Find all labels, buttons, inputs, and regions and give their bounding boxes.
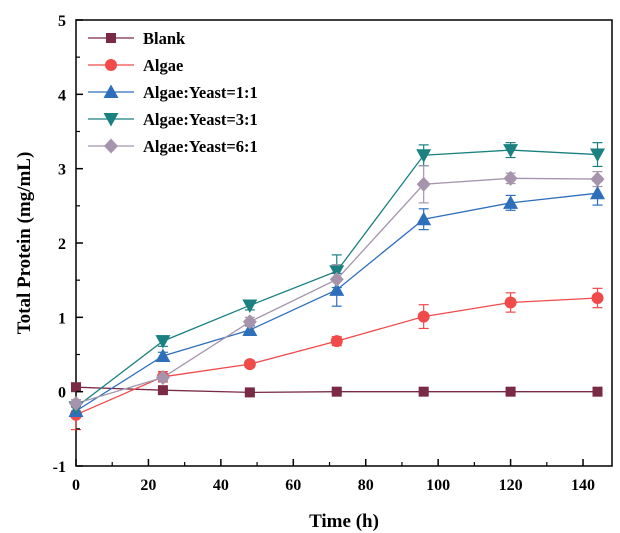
legend-label: Algae:Yeast=1:1	[143, 83, 258, 102]
data-point	[242, 299, 258, 313]
y-tick-label: -1	[53, 459, 66, 476]
x-tick-label: 80	[358, 477, 374, 494]
data-point	[71, 382, 81, 393]
data-point	[157, 385, 168, 396]
legend: Blank Algae Algae:Yeast=1:1 Algae:Yeast=3:1…	[88, 29, 258, 156]
data-point	[505, 386, 516, 397]
y-tick-label: 5	[58, 13, 66, 30]
data-point	[503, 195, 519, 209]
data-point	[155, 348, 171, 362]
data-point	[155, 335, 171, 349]
data-point	[331, 386, 342, 397]
x-tick-label: 40	[213, 477, 229, 494]
legend-marker	[103, 84, 119, 98]
data-point	[503, 170, 518, 186]
data-point	[590, 185, 606, 200]
data-point	[329, 282, 345, 296]
data-point	[416, 211, 432, 226]
data-point	[503, 144, 519, 158]
data-point	[504, 296, 517, 309]
y-tick-label: 3	[58, 162, 66, 179]
legend-label: Algae:Yeast=3:1	[143, 110, 258, 129]
data-point	[590, 171, 605, 187]
data-point	[155, 370, 170, 386]
data-point	[418, 386, 429, 397]
legend-label: Algae:Yeast=6:1	[143, 137, 258, 156]
legend-marker	[106, 33, 116, 43]
y-tick-label: 0	[58, 385, 66, 402]
data-point	[591, 292, 604, 305]
series-line-1	[75, 297, 598, 416]
data-point	[243, 358, 256, 371]
x-tick-label: 60	[285, 477, 301, 494]
y-axis-title: Total Protein (mg/mL)	[14, 152, 35, 335]
legend-marker	[105, 59, 117, 71]
data-point	[416, 149, 432, 163]
data-point	[592, 386, 603, 397]
data-point	[417, 310, 430, 323]
data-point	[416, 176, 431, 192]
legend-label: Algae	[143, 56, 183, 75]
legend-marker	[103, 113, 119, 127]
x-axis-title: Time (h)	[309, 511, 379, 532]
x-tick-label: 100	[426, 477, 450, 494]
x-tick-label: 120	[499, 477, 523, 494]
x-tick-label: 20	[140, 477, 156, 494]
axes: 0 20 40 60 80 100 120 140 -1 0 1 2 3 4 5	[53, 13, 595, 494]
data-point	[330, 335, 343, 348]
data-point	[69, 396, 83, 412]
y-tick-label: 1	[58, 310, 66, 327]
x-tick-label: 0	[72, 477, 80, 494]
x-tick-label: 140	[571, 477, 595, 494]
data-point	[329, 271, 344, 287]
legend-marker	[104, 138, 118, 154]
series-markers	[68, 144, 606, 421]
y-tick-label: 2	[58, 236, 66, 253]
data-point	[244, 387, 255, 398]
data-point	[590, 148, 606, 163]
y-tick-label: 4	[58, 87, 66, 104]
data-point	[242, 314, 257, 330]
legend-label: Blank	[143, 29, 186, 48]
